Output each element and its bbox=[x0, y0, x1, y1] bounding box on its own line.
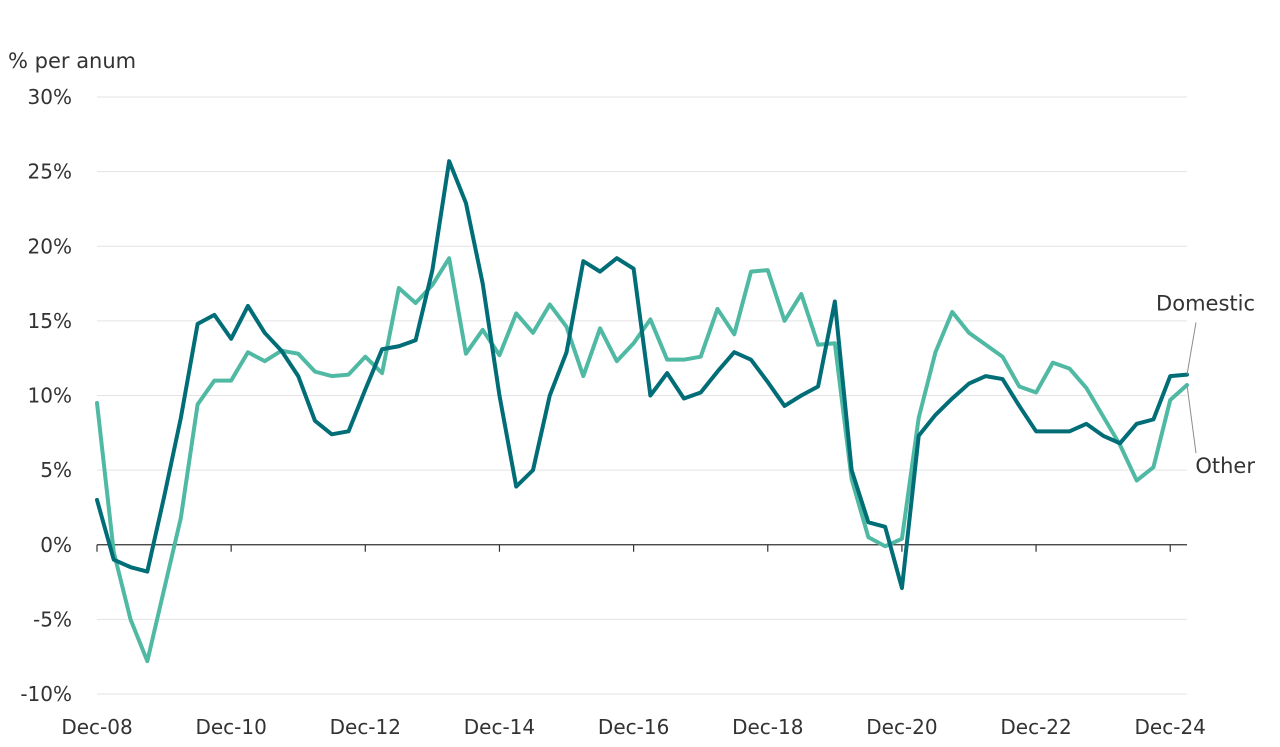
series-line-domestic bbox=[95, 159, 1189, 591]
x-tick-label: Dec-24 bbox=[1135, 715, 1206, 739]
y-tick-label: 30% bbox=[28, 85, 72, 109]
y-tick-label: 15% bbox=[28, 309, 72, 333]
y-tick-label: -5% bbox=[33, 607, 72, 631]
x-axis-ticks: Dec-08 Dec-10 Dec-12 Dec-14 Dec-16 Dec-18 Dec-… bbox=[61, 544, 1206, 739]
x-tick-label: Dec-08 bbox=[61, 715, 132, 739]
x-tick-label: Dec-12 bbox=[330, 715, 401, 739]
y-tick-label: 0% bbox=[40, 533, 72, 557]
series-label-domestic: Domestic bbox=[1156, 291, 1255, 315]
y-tick-label: 10% bbox=[28, 384, 72, 408]
x-tick-label: Dec-14 bbox=[464, 715, 535, 739]
x-tick-label: Dec-16 bbox=[598, 715, 669, 739]
x-tick-label: Dec-10 bbox=[195, 715, 266, 739]
y-axis-tick-labels: -10% -5% 0% 5% 10% 15% 20% 25% 30% bbox=[20, 85, 72, 706]
series-labels: Domestic Other bbox=[1156, 291, 1255, 478]
series-lines bbox=[95, 159, 1189, 664]
y-tick-label: 5% bbox=[40, 458, 72, 482]
leader-line-other bbox=[1186, 384, 1197, 454]
x-tick-label: Dec-18 bbox=[732, 715, 803, 739]
y-tick-label: -10% bbox=[20, 682, 72, 706]
series-label-other: Other bbox=[1195, 454, 1255, 478]
x-tick-label: Dec-20 bbox=[866, 715, 937, 739]
y-tick-label: 20% bbox=[28, 234, 72, 258]
gridlines bbox=[97, 96, 1187, 695]
x-tick-label: Dec-22 bbox=[1000, 715, 1071, 739]
y-tick-label: 25% bbox=[28, 160, 72, 184]
leader-line-domestic bbox=[1186, 322, 1197, 375]
y-axis-unit-label: % per anum bbox=[8, 49, 136, 73]
